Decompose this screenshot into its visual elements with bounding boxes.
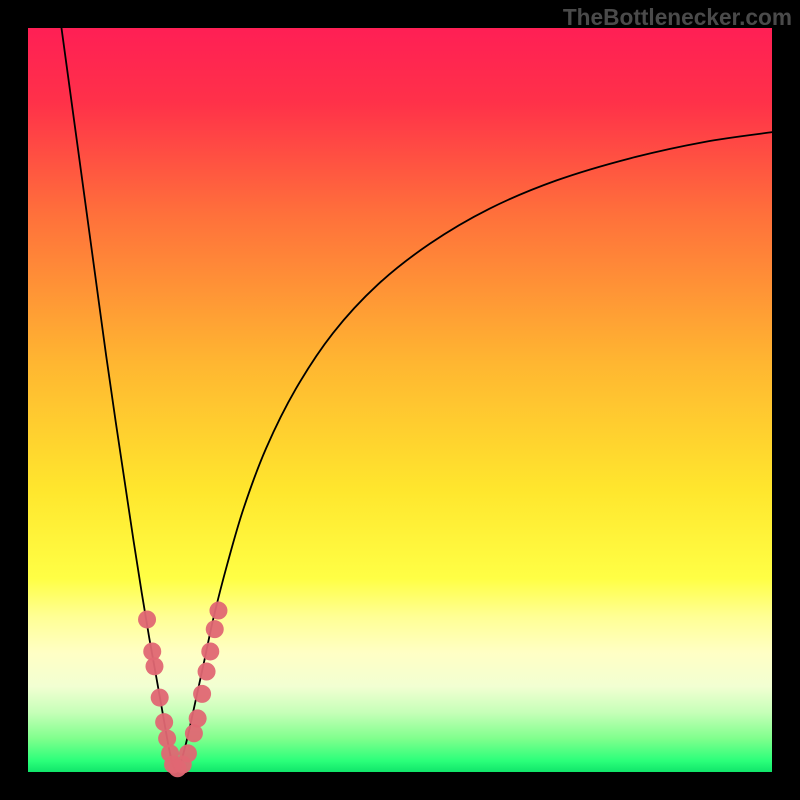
marker-point <box>138 610 156 628</box>
marker-point <box>151 689 169 707</box>
watermark-text: TheBottlenecker.com <box>563 4 792 31</box>
plot-background <box>28 28 772 772</box>
marker-point <box>198 663 216 681</box>
bottleneck-chart-svg <box>0 0 800 800</box>
marker-point <box>145 657 163 675</box>
marker-point <box>158 730 176 748</box>
marker-point <box>155 713 173 731</box>
marker-point <box>209 602 227 620</box>
chart-root: TheBottlenecker.com <box>0 0 800 800</box>
marker-point <box>193 685 211 703</box>
marker-point <box>179 744 197 762</box>
marker-point <box>189 709 207 727</box>
marker-point <box>201 642 219 660</box>
marker-point <box>206 620 224 638</box>
